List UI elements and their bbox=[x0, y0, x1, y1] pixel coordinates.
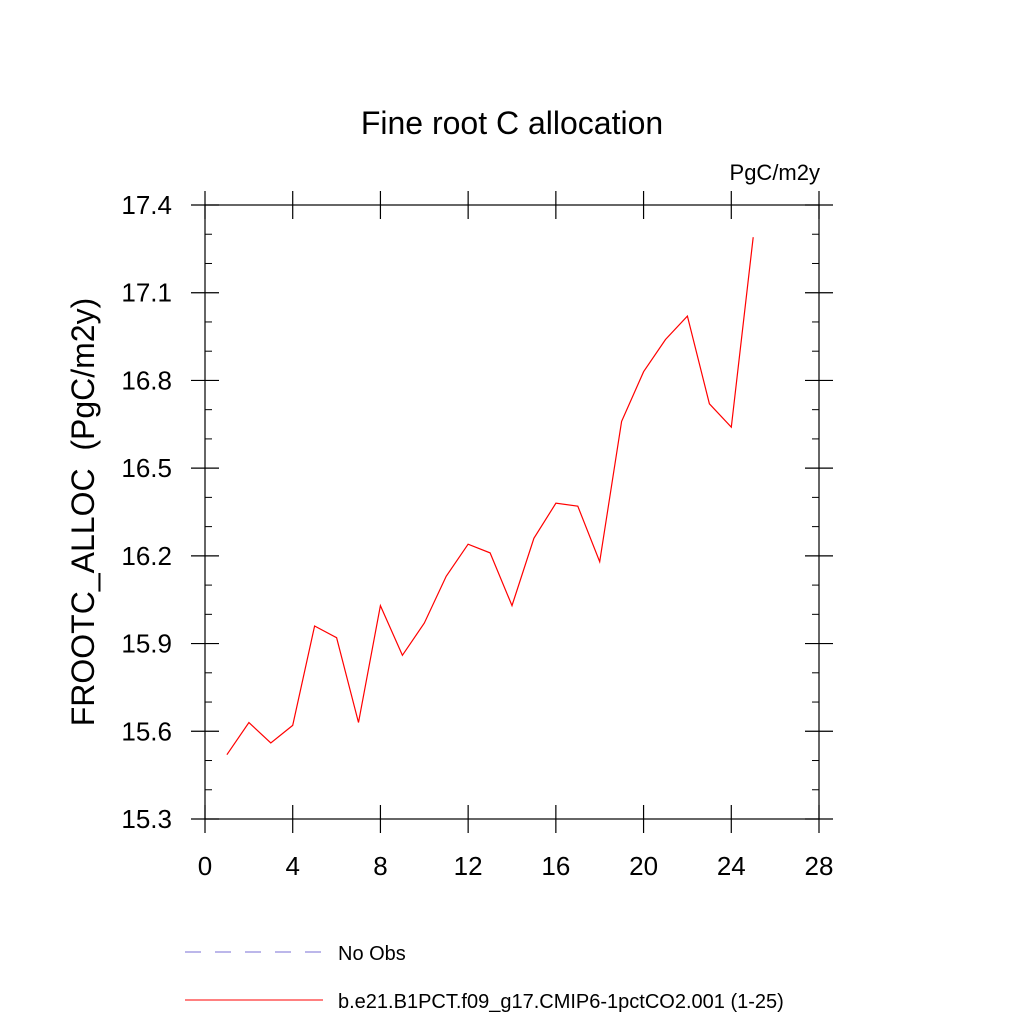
x-tick-label: 8 bbox=[373, 851, 387, 881]
y-tick-label: 16.2 bbox=[121, 541, 172, 571]
legend: No Obs b.e21.B1PCT.f09_g17.CMIP6-1pctCO2.… bbox=[185, 943, 784, 1013]
x-tick-label: 12 bbox=[454, 851, 483, 881]
series-line bbox=[226, 237, 754, 756]
x-tick-label: 28 bbox=[805, 851, 834, 881]
x-tick-label: 20 bbox=[629, 851, 658, 881]
y-tick-label: 16.5 bbox=[121, 453, 172, 483]
x-tick-label: 16 bbox=[541, 851, 570, 881]
x-tick-label: 4 bbox=[285, 851, 299, 881]
axes: 0 4 8 12 16 20 24 28 15.3 15.6 15.9 16.2 16.5 16.8 17.… bbox=[121, 190, 833, 881]
legend-label: b.e21.B1PCT.f09_g17.CMIP6-1pctCO2.001 (1… bbox=[338, 991, 784, 1013]
y-tick-label: 16.8 bbox=[121, 365, 172, 395]
x-tick-label: 0 bbox=[198, 851, 212, 881]
units-label: PgC/m2y bbox=[730, 160, 820, 185]
y-tick-label: 17.4 bbox=[121, 190, 172, 220]
series-layer bbox=[226, 237, 754, 756]
y-tick-label: 15.6 bbox=[121, 716, 172, 746]
y-tick-label: 15.3 bbox=[121, 804, 172, 834]
plot-frame bbox=[204, 204, 820, 820]
x-tick-label: 24 bbox=[717, 851, 746, 881]
chart-title: Fine root C allocation bbox=[361, 105, 663, 141]
y-tick-label: 15.9 bbox=[121, 629, 172, 659]
legend-label: No Obs bbox=[338, 943, 406, 965]
y-axis-label: FROOTC_ALLOC (PgC/m2y) bbox=[65, 298, 101, 727]
y-tick-label: 17.1 bbox=[121, 278, 172, 308]
